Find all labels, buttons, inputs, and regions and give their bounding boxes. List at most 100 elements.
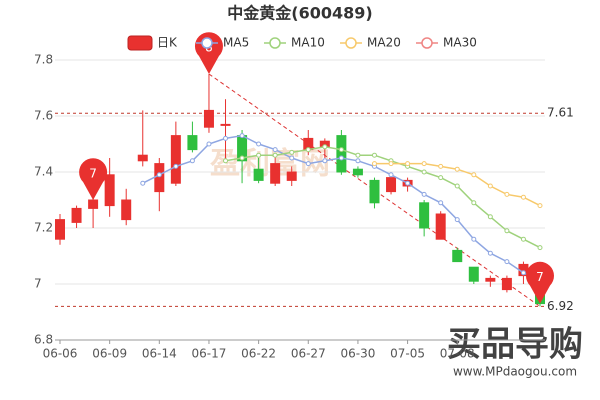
ma-point	[272, 152, 278, 158]
ma-point	[454, 166, 460, 172]
legend-label: 日K	[157, 36, 178, 50]
candle-body	[468, 266, 479, 282]
ma-point	[206, 141, 212, 147]
y-tick-label: 6.8	[34, 333, 53, 347]
ma-point	[371, 152, 377, 158]
legend-dot	[421, 37, 433, 49]
ma-point	[537, 245, 543, 251]
legend-label: MA10	[291, 36, 325, 50]
ma-point	[239, 155, 245, 161]
ma-point	[504, 259, 510, 265]
ma-point	[223, 158, 229, 164]
watermark-url: www.MPdaogou.com	[453, 365, 577, 379]
legend-candle-icon	[127, 35, 153, 51]
candle-body	[286, 171, 297, 181]
ma-point	[520, 236, 526, 242]
ma-point	[223, 135, 229, 141]
ma-point	[173, 163, 179, 169]
ma-point	[305, 147, 311, 153]
legend-dot	[201, 37, 213, 49]
candle-body	[55, 219, 65, 240]
candle-body	[187, 135, 198, 151]
candle-body	[137, 154, 148, 162]
y-tick-label: 7.8	[34, 53, 53, 67]
candle-body	[369, 179, 380, 204]
ma-point	[289, 155, 295, 161]
x-tick-label: 06-09	[92, 347, 127, 361]
chart-title: 中金黄金(600489)	[227, 4, 372, 23]
ma-point	[537, 203, 543, 209]
ma-point	[421, 169, 427, 175]
ma-point	[338, 147, 344, 153]
ma-point	[156, 172, 162, 178]
candle-body	[203, 109, 214, 128]
candle-body	[419, 202, 430, 229]
marker-label: 7	[536, 270, 544, 284]
ma-point	[239, 133, 245, 139]
y-tick-label: 7.6	[34, 109, 53, 123]
ma-point	[272, 147, 278, 153]
ma-point	[487, 250, 493, 256]
ma-point	[471, 172, 477, 178]
reference-label: 7.61	[547, 106, 574, 120]
ma-point	[355, 158, 361, 164]
candle-body	[154, 163, 165, 193]
ma-point	[520, 270, 526, 276]
ma-point	[256, 141, 262, 147]
candle-body	[220, 123, 231, 126]
legend-label: MA5	[223, 36, 249, 50]
ma-point	[289, 149, 295, 155]
ma-point	[487, 183, 493, 189]
ma-point	[471, 200, 477, 206]
candle-body	[336, 135, 347, 173]
watermark-logo: 盈利富网	[210, 147, 330, 182]
candle-body	[352, 168, 363, 176]
ma-point	[471, 236, 477, 242]
ma-point	[256, 152, 262, 158]
ma-point	[438, 163, 444, 169]
legend-label: MA30	[443, 36, 477, 50]
ma-point	[454, 217, 460, 223]
ma-point	[504, 228, 510, 234]
x-tick-label: 06-14	[142, 347, 177, 361]
candle-body	[170, 135, 181, 184]
ma-point	[305, 161, 311, 167]
marker-pin	[526, 261, 554, 304]
ma-point	[371, 161, 377, 167]
ma-point	[421, 161, 427, 167]
x-tick-label: 06-27	[291, 347, 326, 361]
ma-line	[225, 146, 541, 249]
x-tick-label: 06-22	[241, 347, 276, 361]
ma-point	[454, 183, 460, 189]
ma-point	[338, 155, 344, 161]
ma-point	[520, 194, 526, 200]
marker-label: 7	[89, 167, 97, 181]
candle-body	[88, 199, 99, 209]
y-tick-label: 7.4	[34, 165, 53, 179]
candle-body	[435, 213, 446, 240]
ma-point	[405, 161, 411, 167]
trend-line	[208, 73, 541, 307]
ma-point	[388, 172, 394, 178]
x-tick-label: 06-06	[43, 347, 78, 361]
y-tick-label: 7	[34, 277, 42, 291]
ma-point	[421, 191, 427, 197]
ma-point	[487, 214, 493, 220]
x-tick-label: 06-17	[192, 347, 227, 361]
candle-body	[270, 163, 281, 184]
x-tick-label: 07-05	[390, 347, 425, 361]
candle-body	[501, 277, 512, 291]
candle-body	[386, 177, 397, 193]
legend-dot	[345, 37, 357, 49]
y-tick-label: 7.2	[34, 221, 53, 235]
x-tick-label: 07-08	[440, 347, 475, 361]
ma-point	[388, 161, 394, 167]
candle-body	[452, 249, 463, 263]
ma-point	[355, 152, 361, 158]
ma-point	[189, 158, 195, 164]
ma-point	[438, 200, 444, 206]
marker-pin	[79, 158, 108, 200]
candle-body	[485, 277, 496, 282]
ma-point	[405, 180, 411, 186]
